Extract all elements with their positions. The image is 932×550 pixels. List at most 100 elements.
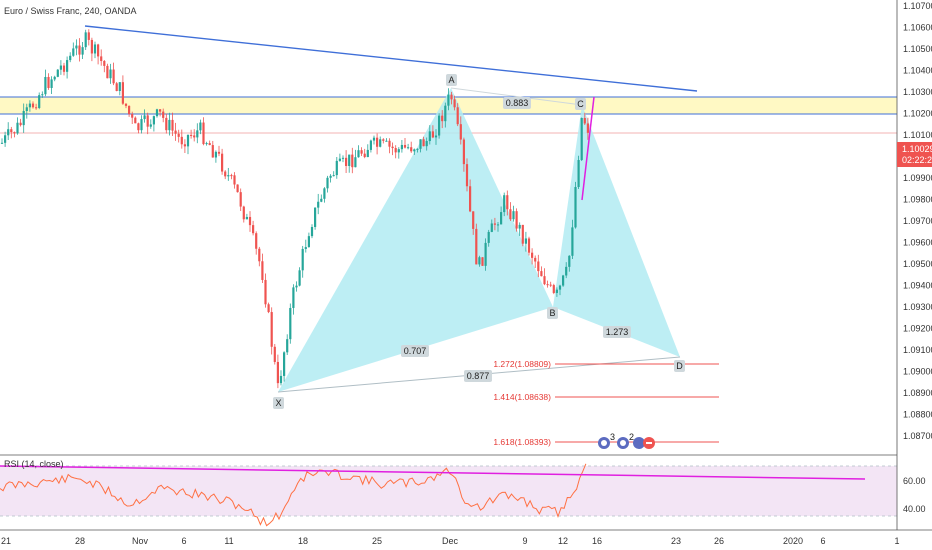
candle-body: [580, 118, 583, 161]
candle-body: [577, 160, 580, 187]
candle-body: [372, 137, 376, 141]
point-label-c[interactable]: C: [575, 98, 586, 110]
magenta-projection-line: [581, 96, 595, 201]
candle-body: [273, 346, 276, 362]
candle-body: [407, 147, 410, 149]
candle-body: [586, 123, 589, 133]
candle-body: [214, 151, 217, 158]
ac-line: [450, 87, 583, 106]
candle-body: [31, 103, 35, 108]
candle-body: [62, 65, 66, 72]
point-label-b[interactable]: B: [547, 307, 558, 319]
candle-body: [323, 188, 326, 199]
time-tick-label: 6: [181, 536, 186, 546]
point-label-d[interactable]: D: [674, 360, 685, 372]
candle-body: [66, 60, 69, 72]
candle-body: [128, 105, 131, 115]
price-tick-label: 1.09600: [903, 238, 932, 248]
candle-body: [478, 257, 481, 265]
candle-body: [115, 83, 118, 91]
candle-body: [571, 227, 574, 256]
candle-body: [503, 195, 506, 213]
price-tick-label: 1.10700: [903, 1, 932, 11]
price-tick-label: 1.09400: [903, 281, 932, 291]
price-badge-countdown: 02:22:23: [902, 155, 932, 165]
candle-body: [438, 115, 441, 136]
candle-body: [162, 111, 165, 118]
candle-body: [574, 186, 577, 228]
svg-text:D: D: [676, 361, 683, 371]
time-tick-label: Dec: [442, 536, 459, 546]
candle-body: [506, 195, 509, 210]
candle-body: [568, 255, 571, 267]
candle-body: [286, 339, 289, 353]
candle-body: [100, 56, 103, 62]
candle-body: [456, 107, 459, 125]
svg-text:3: 3: [610, 432, 615, 442]
price-badge: 1.10029 02:22:23: [897, 142, 932, 167]
candle-body: [558, 285, 562, 290]
rsi-trendline: [0, 465, 866, 480]
candle-body: [177, 133, 180, 137]
candle-body: [509, 209, 512, 220]
candle-body: [208, 143, 211, 146]
gauge-icon[interactable]: 2: [617, 432, 634, 449]
candle-body: [338, 158, 341, 161]
candle-body: [186, 134, 190, 147]
alert-icon[interactable]: [643, 437, 655, 449]
candle-body: [202, 122, 205, 145]
price-tick-label: 1.09000: [903, 367, 932, 377]
candle-body: [190, 134, 193, 136]
candle-body: [403, 144, 407, 148]
candle-body: [174, 130, 177, 134]
svg-text:0.707: 0.707: [404, 346, 427, 356]
candle-body: [583, 118, 586, 124]
candle-body: [270, 312, 273, 347]
svg-text:A: A: [448, 75, 454, 85]
candle-body: [543, 276, 546, 285]
price-tick-label: 1.09800: [903, 195, 932, 205]
point-label-x[interactable]: X: [273, 397, 284, 409]
candle-body: [106, 65, 109, 79]
chart-title: Euro / Swiss Franc, 240, OANDA: [4, 6, 137, 16]
price-axis[interactable]: [897, 0, 932, 530]
candle-body: [69, 55, 72, 61]
svg-text:0.883: 0.883: [506, 98, 529, 108]
candle-body: [428, 131, 431, 142]
candle-body: [537, 261, 540, 272]
gauge-icon[interactable]: 3: [598, 432, 615, 449]
candle-body: [462, 139, 465, 165]
gauge-icon[interactable]: [633, 437, 645, 449]
candle-body: [72, 48, 75, 56]
candle-body: [25, 107, 28, 111]
svg-text:1.273: 1.273: [606, 327, 629, 337]
candle-body: [252, 225, 255, 234]
candle-body: [292, 287, 295, 308]
candle-body: [366, 149, 369, 158]
candle-body: [4, 135, 7, 143]
candle-body: [379, 139, 382, 147]
candle-body: [304, 247, 307, 249]
candle-body: [109, 69, 112, 79]
candle-body: [242, 206, 245, 220]
candle-body: [7, 129, 10, 136]
point-label-a[interactable]: A: [446, 74, 457, 86]
candle-body: [50, 79, 53, 88]
candle-body: [549, 284, 552, 286]
candle-body: [515, 211, 518, 229]
candle-body: [301, 248, 304, 271]
candle-body: [211, 145, 214, 158]
candle-body: [298, 270, 301, 286]
candle-body: [326, 177, 329, 189]
candle-body: [168, 119, 171, 131]
fib-label-1618: 1.618(1.08393): [493, 437, 551, 447]
price-tick-label: 1.10400: [903, 66, 932, 76]
candle-body: [87, 32, 90, 40]
rsi-band: [0, 466, 897, 516]
candle-body: [469, 186, 472, 212]
rsi-level-40: 40.00: [903, 504, 926, 514]
candle-body: [369, 140, 372, 150]
time-tick-label: 25: [372, 536, 382, 546]
candle-body: [552, 285, 555, 293]
